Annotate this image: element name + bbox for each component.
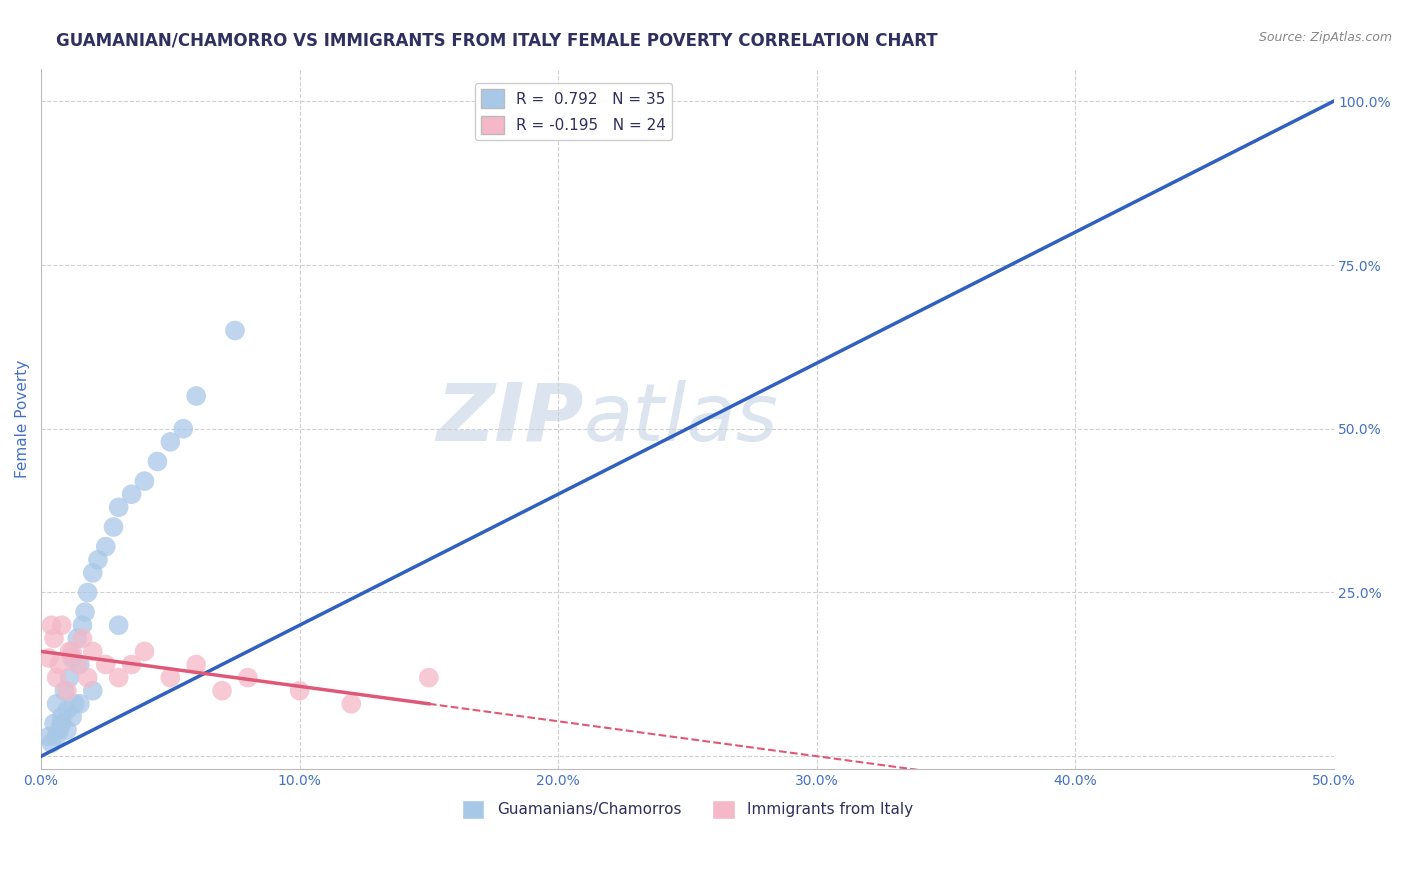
Point [82, 644, 104, 658]
Point [69, 657, 91, 672]
Point [159, 434, 181, 449]
Point [121, 487, 143, 501]
Point [72, 632, 94, 646]
Point [51, 710, 73, 724]
Y-axis label: Female Poverty: Female Poverty [15, 359, 30, 478]
Point [66, 632, 89, 646]
Point [87, 552, 110, 566]
Point [60, 644, 83, 658]
Point [38, 651, 60, 665]
Point [103, 520, 125, 534]
Point [236, 671, 259, 685]
Point [146, 454, 169, 468]
Point [58, 671, 80, 685]
Point [94, 657, 117, 672]
Point [72, 618, 94, 632]
Point [418, 671, 440, 685]
Point [82, 566, 104, 580]
Point [42, 632, 65, 646]
Point [42, 716, 65, 731]
Point [73, 605, 96, 619]
Point [107, 500, 129, 515]
Point [60, 651, 83, 665]
Point [340, 697, 363, 711]
Point [134, 644, 156, 658]
Point [60, 710, 83, 724]
Point [56, 723, 79, 737]
Point [58, 644, 80, 658]
Point [69, 697, 91, 711]
Point [186, 657, 208, 672]
Point [53, 683, 76, 698]
Point [45, 730, 67, 744]
Point [159, 671, 181, 685]
Point [48, 723, 70, 737]
Text: atlas: atlas [583, 380, 779, 458]
Point [41, 736, 63, 750]
Point [288, 683, 311, 698]
Point [172, 422, 194, 436]
Point [82, 683, 104, 698]
Point [45, 697, 67, 711]
Text: Source: ZipAtlas.com: Source: ZipAtlas.com [1258, 31, 1392, 45]
Point [134, 474, 156, 488]
Point [63, 697, 86, 711]
Point [51, 716, 73, 731]
Point [45, 671, 67, 685]
Point [41, 618, 63, 632]
Point [186, 389, 208, 403]
Point [51, 618, 73, 632]
Point [211, 683, 233, 698]
Point [56, 703, 79, 717]
Point [38, 730, 60, 744]
Point [48, 657, 70, 672]
Point [94, 540, 117, 554]
Text: GUAMANIAN/CHAMORRO VS IMMIGRANTS FROM ITALY FEMALE POVERTY CORRELATION CHART: GUAMANIAN/CHAMORRO VS IMMIGRANTS FROM IT… [56, 31, 938, 49]
Point [107, 671, 129, 685]
Point [76, 671, 98, 685]
Point [121, 657, 143, 672]
Point [56, 683, 79, 698]
Legend: Guamanians/Chamorros, Immigrants from Italy: Guamanians/Chamorros, Immigrants from It… [456, 794, 920, 825]
Point [224, 324, 246, 338]
Point [76, 585, 98, 599]
Point [107, 618, 129, 632]
Text: ZIP: ZIP [436, 380, 583, 458]
Point [66, 657, 89, 672]
